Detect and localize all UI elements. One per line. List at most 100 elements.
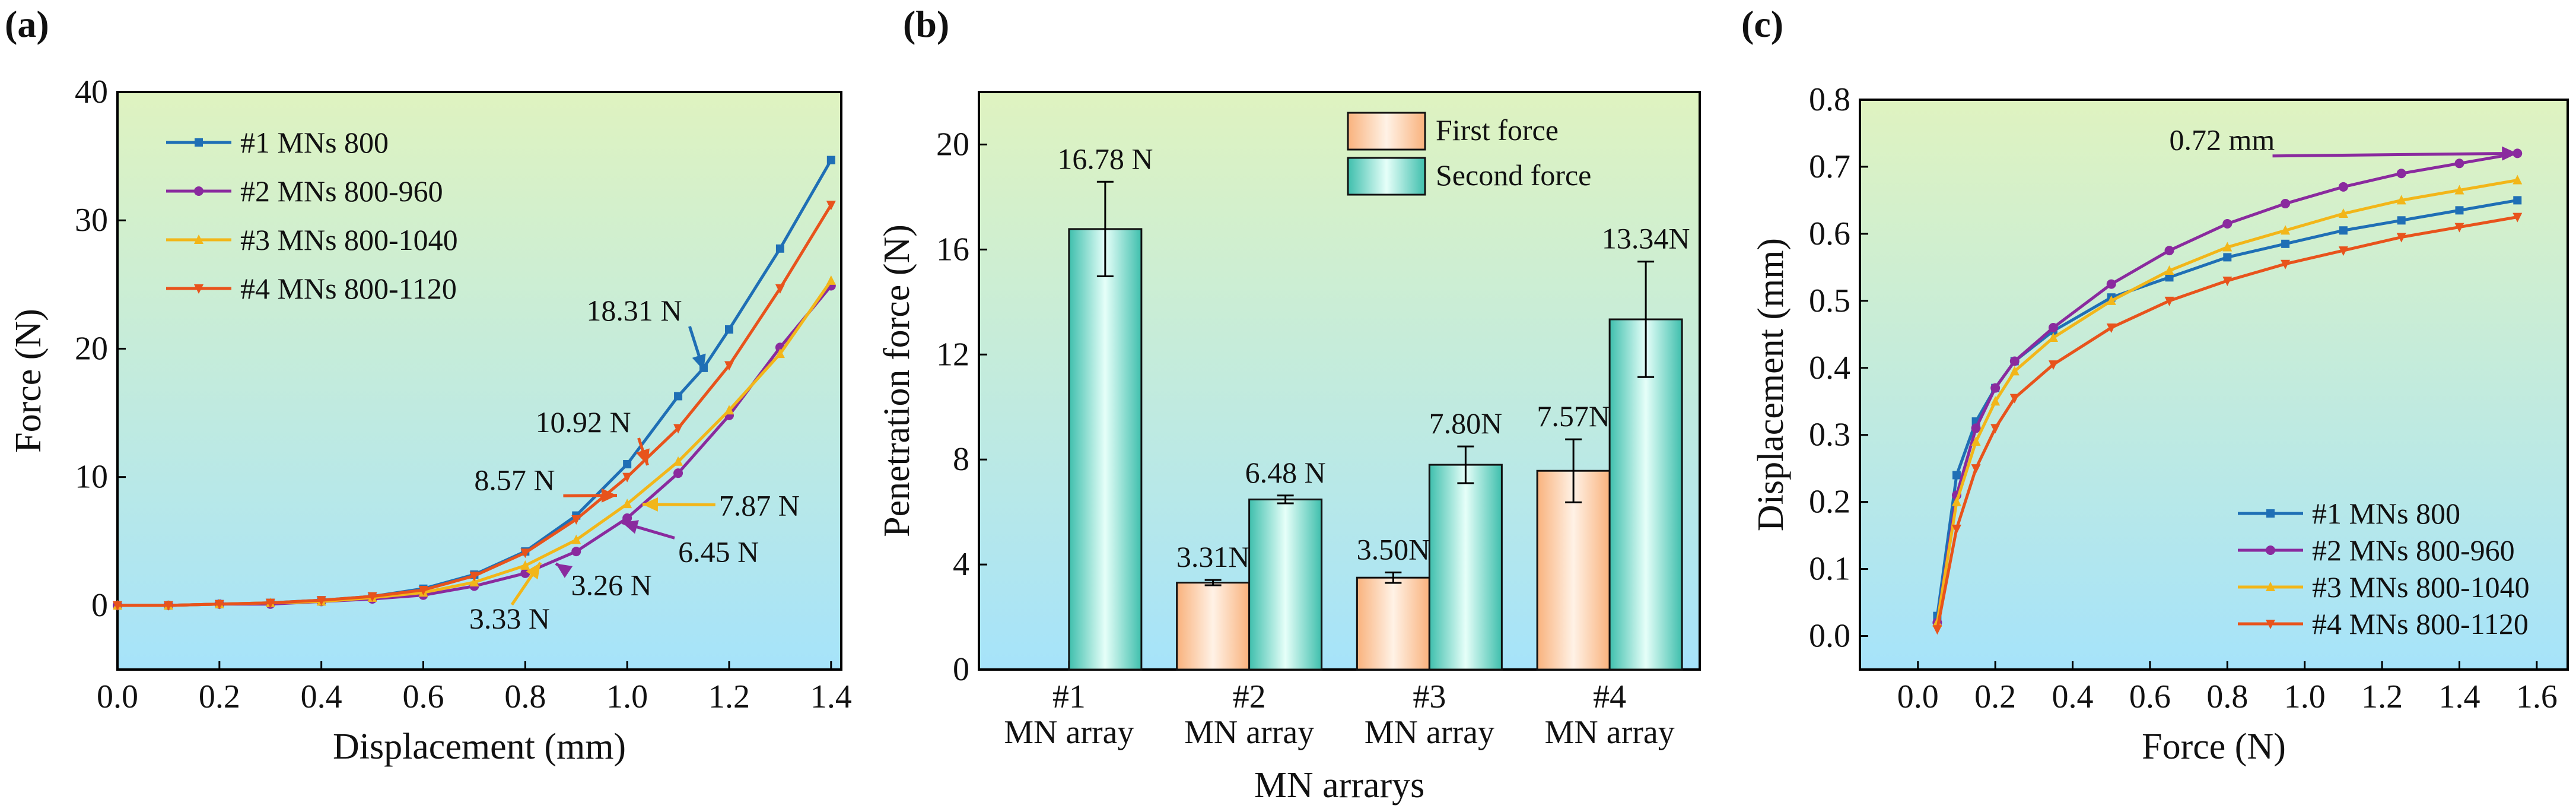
panel-c-series-2-point — [2338, 182, 2348, 192]
panel-c-series-4-point — [2048, 360, 2058, 370]
panel-a-y-tick-label: 30 — [75, 202, 108, 239]
panel-c-series-3-point — [2106, 295, 2116, 305]
panel-b-category-label: #3 — [1413, 678, 1446, 715]
panel-a-legend-swatch-marker — [194, 234, 203, 244]
panel-c-series-1-point — [1952, 471, 1961, 480]
panel-a-series-1-point — [826, 156, 835, 164]
panel-c-series-2-point — [1971, 423, 1981, 433]
panel-b-legend-entry: Second force — [1436, 158, 1591, 192]
panel-b-value-label: 7.80N — [1429, 407, 1503, 440]
panel-a-series-4-point — [469, 572, 479, 582]
panel-c-series-2-point — [2454, 158, 2464, 169]
panel-c-series-4-point — [2106, 323, 2116, 333]
panel-a-x-tick-label: 0.8 — [504, 678, 546, 715]
panel-c-y-tick-label: 0.5 — [1809, 283, 1850, 319]
panel-c-x-tick-label: 0.6 — [2129, 678, 2171, 715]
panel-c-series-4-point — [2454, 223, 2464, 233]
panel-b-bar-first — [1356, 576, 1430, 671]
panel-b-category-label: #2 — [1233, 678, 1266, 715]
panel-c-series-3-point — [2009, 366, 2020, 376]
panel-a-series-3-point — [826, 275, 836, 285]
panel-b-y-tick-label: 0 — [953, 651, 969, 688]
panel-a-legend-swatch-marker — [194, 284, 203, 294]
panel-b-category-label-line2: MN array — [1545, 714, 1675, 751]
panel-c-series-line-2 — [1935, 151, 2518, 623]
panel-c-series-2-point — [1990, 383, 2001, 393]
panel-c-legend-entry: #4 MNs 800-1120 — [2312, 607, 2529, 640]
panel-a-annotation-label: 7.87 N — [719, 489, 800, 522]
panel-b-category-label-line2: MN array — [1004, 714, 1134, 751]
panel-c-annotation-arrow-line — [2272, 151, 2518, 158]
panel-a-series-4-point — [418, 585, 428, 595]
panel-a-label: (a) — [5, 3, 49, 45]
panel-a-series-1-point — [623, 460, 632, 469]
panel-c-series-3-point — [1971, 436, 1981, 446]
panel-c-annotation-arrow-head — [2502, 146, 2518, 161]
panel-c-y-tick-label: 0.1 — [1809, 551, 1850, 588]
panel-c-series-2-point — [2164, 246, 2174, 256]
panel-b-legend-swatch — [1347, 112, 1426, 151]
panel-c-series-1-point — [2281, 239, 2290, 248]
panel-a-series-1-point — [674, 392, 683, 401]
panel-a-series-4-point — [673, 424, 683, 434]
panel-b-legend-entry: First force — [1436, 113, 1559, 147]
panel-a-legend-entry: #2 MNs 800-960 — [240, 175, 443, 208]
panel-c-series-3-point — [1990, 396, 2001, 406]
panel-a-series-4-point — [724, 361, 734, 371]
panel-c-plot-frame — [1859, 99, 2569, 671]
panel-a-y-tick-label: 20 — [75, 330, 108, 367]
panel-a-legend-swatch-marker — [194, 186, 203, 196]
panel-a-x-tick-label: 0.2 — [199, 678, 240, 715]
panel-c-series-4-point — [2222, 276, 2232, 286]
panel-a-annotation-arrow-head — [601, 488, 617, 503]
panel-b-y-tick-label: 16 — [936, 231, 969, 268]
panel-b-bar-first — [1176, 582, 1251, 671]
panel-a-annotation-label: 10.92 N — [536, 405, 631, 439]
panel-b-value-label: 13.34N — [1602, 222, 1690, 255]
panel-c-series-3-point — [1951, 496, 1961, 506]
panel-a-series-3-point — [724, 405, 734, 415]
panel-a-y-axis-title: Force (N) — [8, 309, 49, 453]
panel-b-category-label: #4 — [1593, 678, 1626, 715]
panel-c-x-tick-label: 1.0 — [2284, 678, 2326, 715]
panel-c-legend-swatch-marker — [2266, 509, 2275, 518]
panel-a-series-2-point — [622, 513, 632, 523]
panel-a-series-3-point — [673, 456, 683, 466]
panel-c-x-tick-label: 0.0 — [1897, 678, 1939, 715]
panel-b-y-axis-title: Penetration force (N) — [877, 224, 917, 537]
panel-a-y-tick-label: 40 — [75, 74, 108, 110]
panel-c-series-1-point — [2397, 216, 2406, 225]
panel-c-label: (c) — [1741, 3, 1783, 45]
panel-a-series-4-point — [571, 515, 581, 525]
panel-c-series-3-point — [2396, 195, 2406, 205]
panel-c-series-3-point — [2164, 265, 2174, 275]
panel-a-series-4-point — [520, 548, 530, 559]
panel-c-series-4-point — [2338, 246, 2348, 256]
panel-c-x-tick-label: 0.4 — [2052, 678, 2094, 715]
panel-a-annotation-label: 3.26 N — [571, 569, 652, 602]
panel-c-series-2-point — [2048, 323, 2058, 332]
panel-c-series-2-point — [2281, 199, 2291, 209]
panel-c-series-3-point — [2222, 242, 2232, 252]
panel-a-annotation-label: 3.33 N — [469, 602, 550, 635]
panel-a-legend-entry: #4 MNs 800-1120 — [240, 272, 457, 305]
panel-b-category-label-line2: MN array — [1184, 714, 1314, 751]
panel-b-legend-swatch — [1347, 157, 1426, 196]
panel-a-annotation-arrow-head — [526, 562, 541, 580]
panel-c-annotation-label: 0.72 mm — [2170, 123, 2275, 157]
panel-c-series-4-point — [2513, 212, 2523, 223]
panel-c-y-axis-title: Displacement (mm) — [1751, 238, 1791, 531]
panel-a-chart: (a) 0.0 0.2 0.4 0.6 0.8 1.0 1.2 1.4 0 10 20 30 40 18.3… — [5, 3, 852, 767]
panel-a-legend-entry: #3 MNs 800-1040 — [240, 223, 458, 256]
panel-b-value-label: 7.57N — [1537, 399, 1610, 433]
panel-b-y-tick-label: 12 — [936, 336, 969, 373]
panel-a-x-tick-label: 0.4 — [301, 678, 342, 715]
panel-a-legend-entry: #1 MNs 800 — [240, 126, 389, 159]
panel-a-y-tick-label: 10 — [75, 459, 108, 496]
panel-c-series-2-point — [2009, 356, 2020, 366]
panel-a-series-4-point — [622, 472, 632, 483]
panel-c-series-1-point — [2223, 253, 2232, 262]
panel-c-series-3-point — [2454, 185, 2464, 195]
panel-b-y-tick-label: 20 — [936, 126, 969, 163]
